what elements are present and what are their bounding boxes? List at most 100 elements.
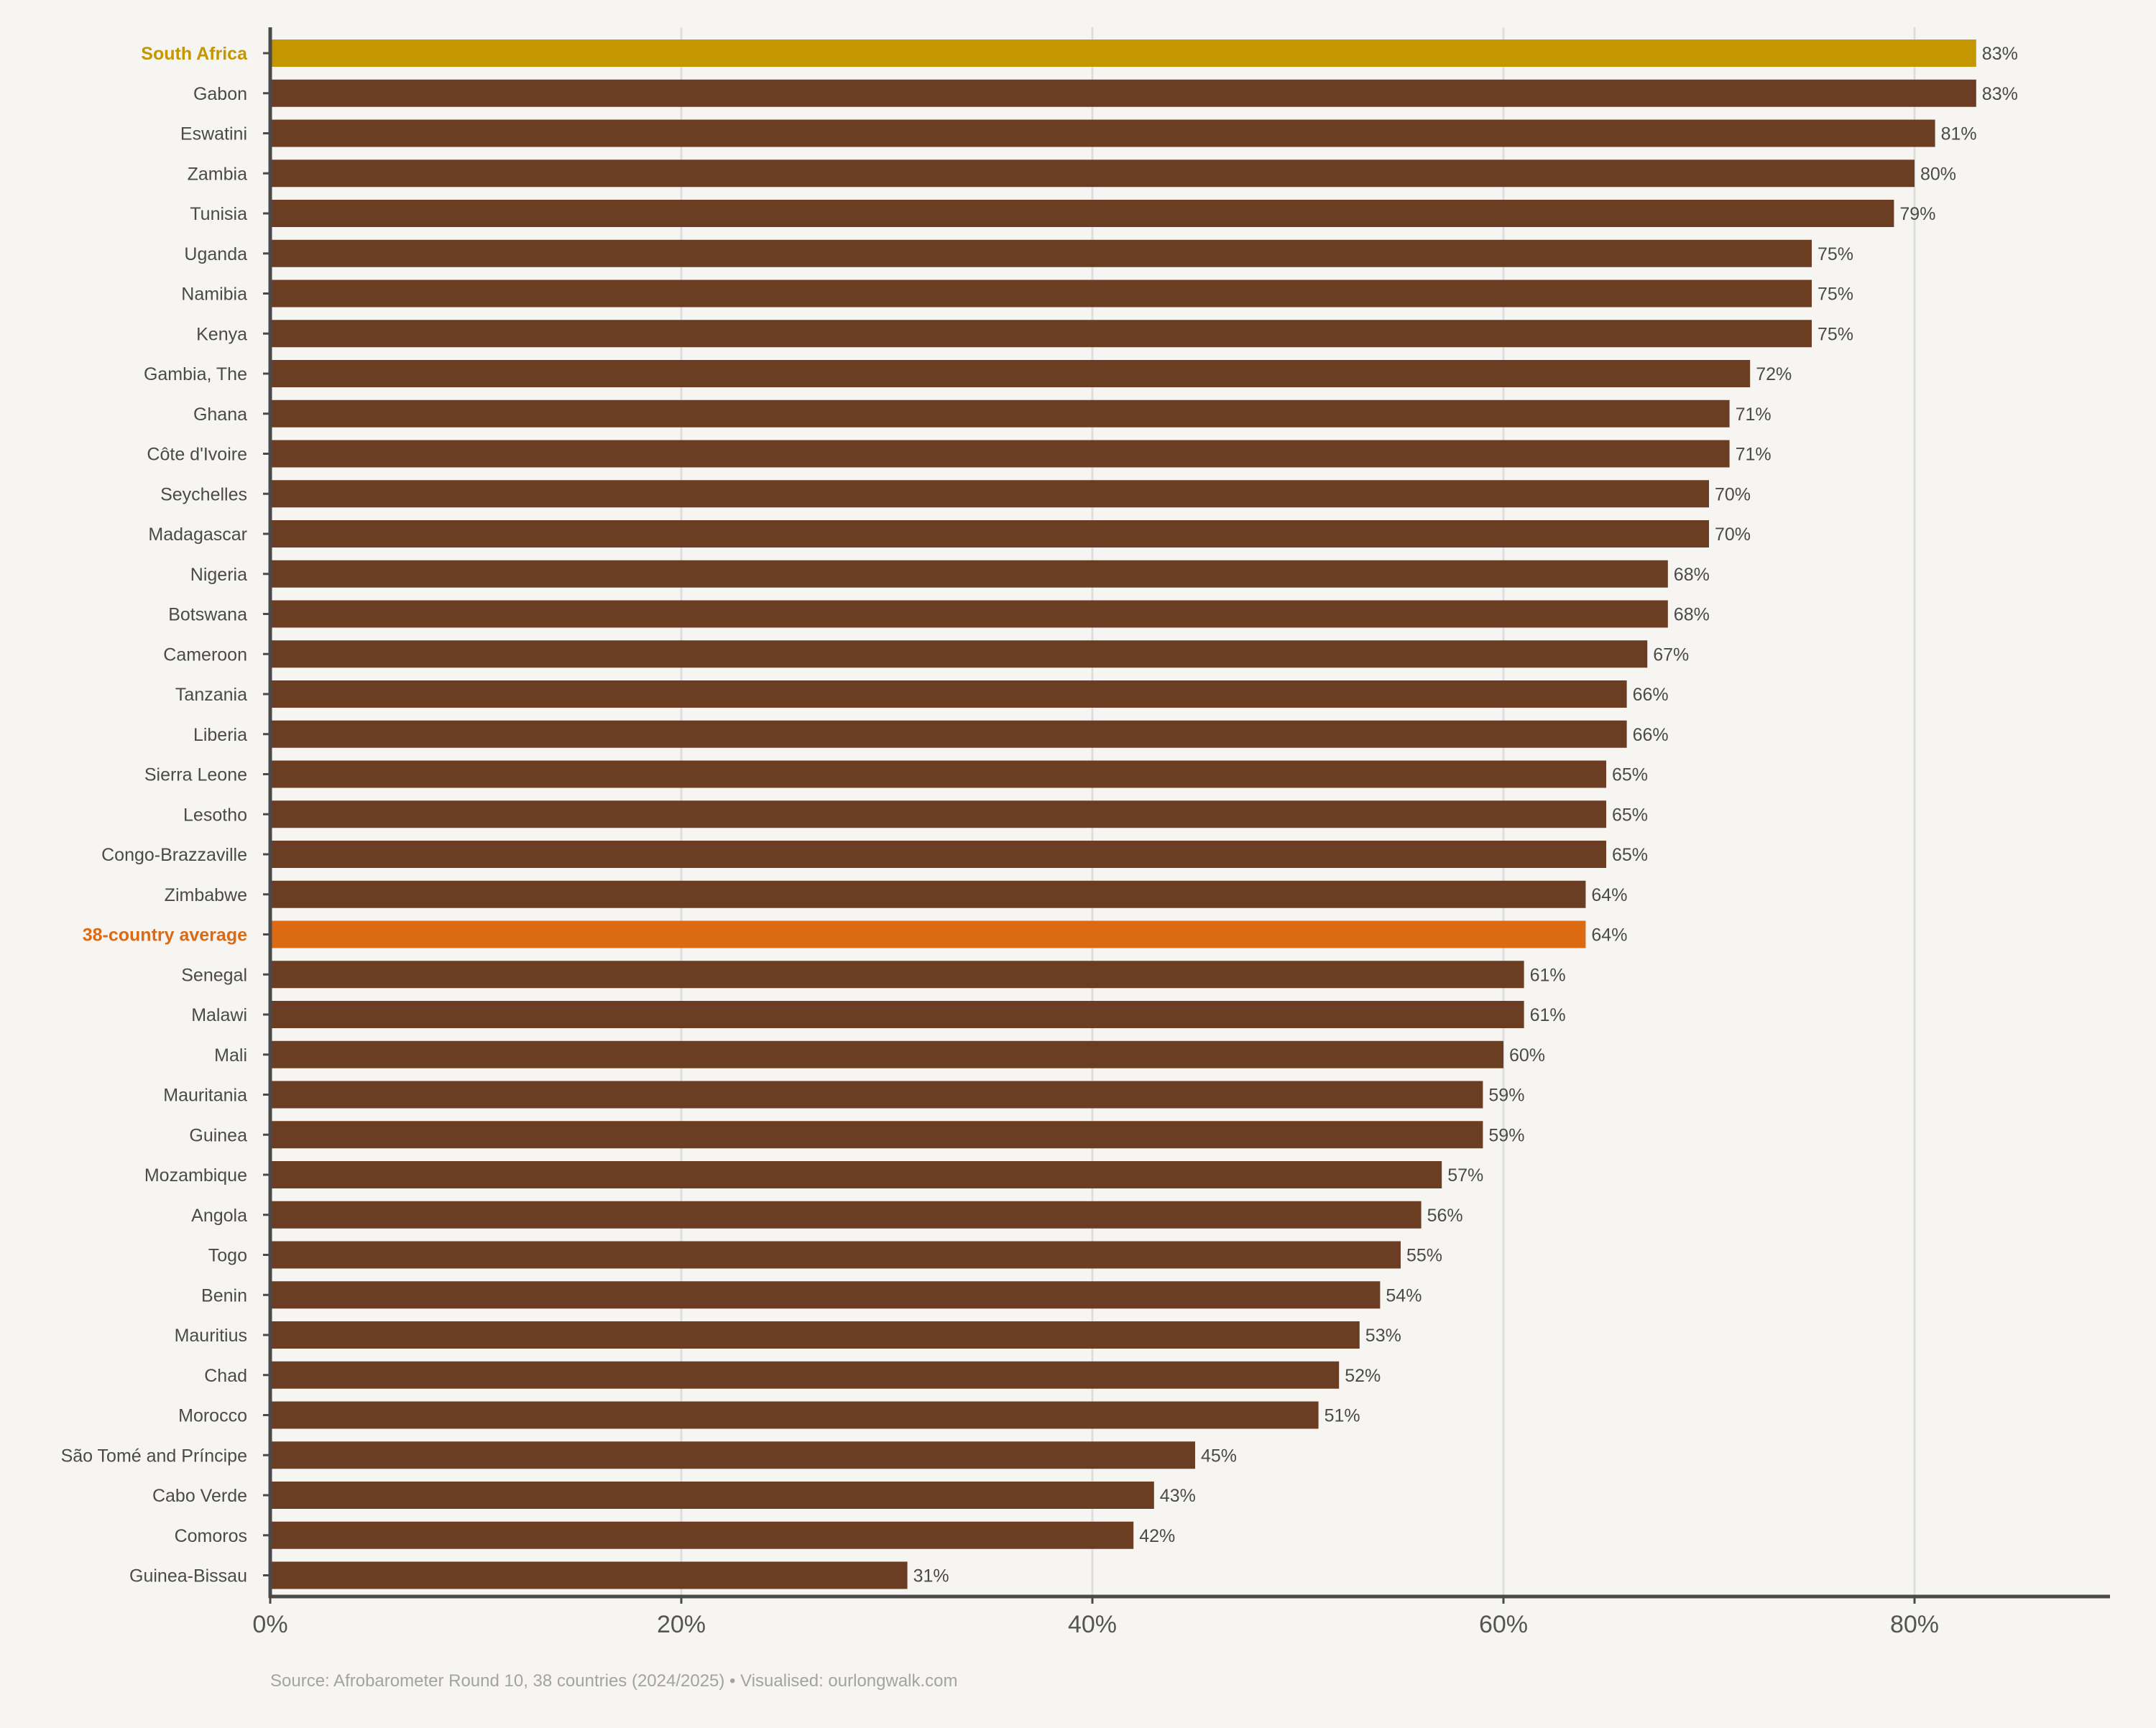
bar: [270, 1361, 1340, 1389]
category-label: Seychelles: [160, 484, 247, 504]
bar: [270, 480, 1709, 508]
category-label: Mali: [214, 1045, 247, 1066]
category-label: Mozambique: [144, 1165, 247, 1186]
category-label: Zimbabwe: [165, 885, 247, 905]
value-label: 52%: [1345, 1366, 1381, 1386]
value-label: 57%: [1447, 1165, 1483, 1186]
value-label: 75%: [1818, 244, 1853, 264]
value-label: 79%: [1899, 204, 1935, 224]
category-label: Gabon: [193, 84, 247, 104]
bar: [270, 1081, 1483, 1109]
category-label: Nigeria: [190, 565, 247, 585]
value-label: 75%: [1818, 285, 1853, 305]
bar: [270, 40, 1976, 67]
value-label: 66%: [1633, 685, 1669, 705]
category-label: Eswatini: [180, 124, 247, 144]
bar: [270, 239, 1812, 267]
value-label: 68%: [1674, 565, 1710, 585]
value-label: 70%: [1715, 525, 1751, 545]
category-label: Liberia: [193, 725, 247, 745]
value-label: 55%: [1406, 1246, 1442, 1266]
category-label: Comoros: [175, 1526, 247, 1546]
category-label: Guinea-Bissau: [129, 1566, 247, 1586]
bar: [270, 600, 1668, 628]
bar: [270, 1281, 1381, 1309]
value-label: 83%: [1982, 44, 2018, 64]
category-label: Congo-Brazzaville: [101, 845, 247, 865]
category-label: Angola: [191, 1206, 247, 1226]
category-label: Tanzania: [175, 685, 247, 705]
value-label: 80%: [1920, 164, 1956, 184]
x-tick-labels: 0% 20% 40% 60% 80%: [252, 1611, 1939, 1638]
category-label: 38-country average: [83, 925, 247, 946]
value-label: 64%: [1591, 885, 1627, 905]
value-label: 54%: [1386, 1285, 1422, 1306]
value-label: 71%: [1736, 405, 1772, 425]
value-label: 45%: [1201, 1446, 1237, 1466]
x-tick-label: 20%: [657, 1611, 706, 1638]
category-label: Namibia: [181, 285, 247, 305]
bar: [270, 320, 1812, 348]
value-label: 72%: [1756, 364, 1792, 384]
category-label: Kenya: [196, 324, 247, 344]
x-tick-label: 60%: [1479, 1611, 1528, 1638]
bar: [270, 841, 1606, 868]
category-label: Uganda: [184, 244, 247, 264]
value-label: 59%: [1488, 1125, 1524, 1145]
axes: [263, 27, 2110, 1604]
bar: [270, 399, 1730, 428]
category-label: Cameroon: [163, 644, 247, 665]
category-label: Mauritania: [163, 1086, 247, 1106]
category-label: Ghana: [193, 405, 247, 425]
bar: [270, 961, 1524, 989]
value-label: 68%: [1674, 605, 1710, 625]
x-tick-label: 80%: [1890, 1611, 1939, 1638]
bar: [270, 1121, 1483, 1149]
bar: [270, 1561, 908, 1589]
bar: [270, 440, 1730, 468]
bar: [270, 1321, 1360, 1349]
category-label: Togo: [208, 1246, 247, 1266]
category-label: Madagascar: [148, 525, 247, 545]
bar: [270, 560, 1668, 588]
x-tick-label: 40%: [1068, 1611, 1117, 1638]
bar: [270, 1521, 1134, 1549]
bar: [270, 1482, 1154, 1509]
bar: [270, 1001, 1524, 1028]
value-label: 53%: [1365, 1326, 1401, 1346]
value-label: 64%: [1591, 925, 1627, 946]
category-label: Malawi: [191, 1005, 247, 1025]
category-label: Sierra Leone: [144, 765, 247, 785]
bar: [270, 520, 1709, 547]
category-label: Tunisia: [190, 204, 247, 224]
value-label: 83%: [1982, 84, 2018, 104]
category-label: Mauritius: [175, 1326, 247, 1346]
value-label: 75%: [1818, 324, 1853, 344]
value-label: 65%: [1612, 805, 1648, 825]
bar: [270, 119, 1935, 147]
category-label: Gambia, The: [144, 364, 247, 384]
value-label: 61%: [1530, 1005, 1566, 1025]
value-label: 71%: [1736, 445, 1772, 465]
category-label: Senegal: [181, 965, 247, 985]
value-label: 43%: [1160, 1486, 1196, 1506]
bar: [270, 79, 1976, 107]
bar: [270, 200, 1894, 227]
bar: [270, 279, 1812, 308]
category-label: Morocco: [178, 1406, 247, 1426]
category-label: Cabo Verde: [152, 1486, 247, 1506]
bar: [270, 1161, 1442, 1188]
bar: [270, 880, 1586, 908]
value-label: 59%: [1488, 1086, 1524, 1106]
bar: [270, 680, 1627, 708]
category-label: South Africa: [141, 44, 248, 64]
value-label: 65%: [1612, 765, 1648, 785]
source-note: Source: Afrobarometer Round 10, 38 count…: [270, 1671, 958, 1691]
bar: [270, 720, 1627, 748]
x-tick-label: 0%: [252, 1611, 287, 1638]
value-label: 60%: [1509, 1045, 1545, 1066]
value-label: 31%: [913, 1566, 949, 1586]
value-label: 70%: [1715, 484, 1751, 504]
